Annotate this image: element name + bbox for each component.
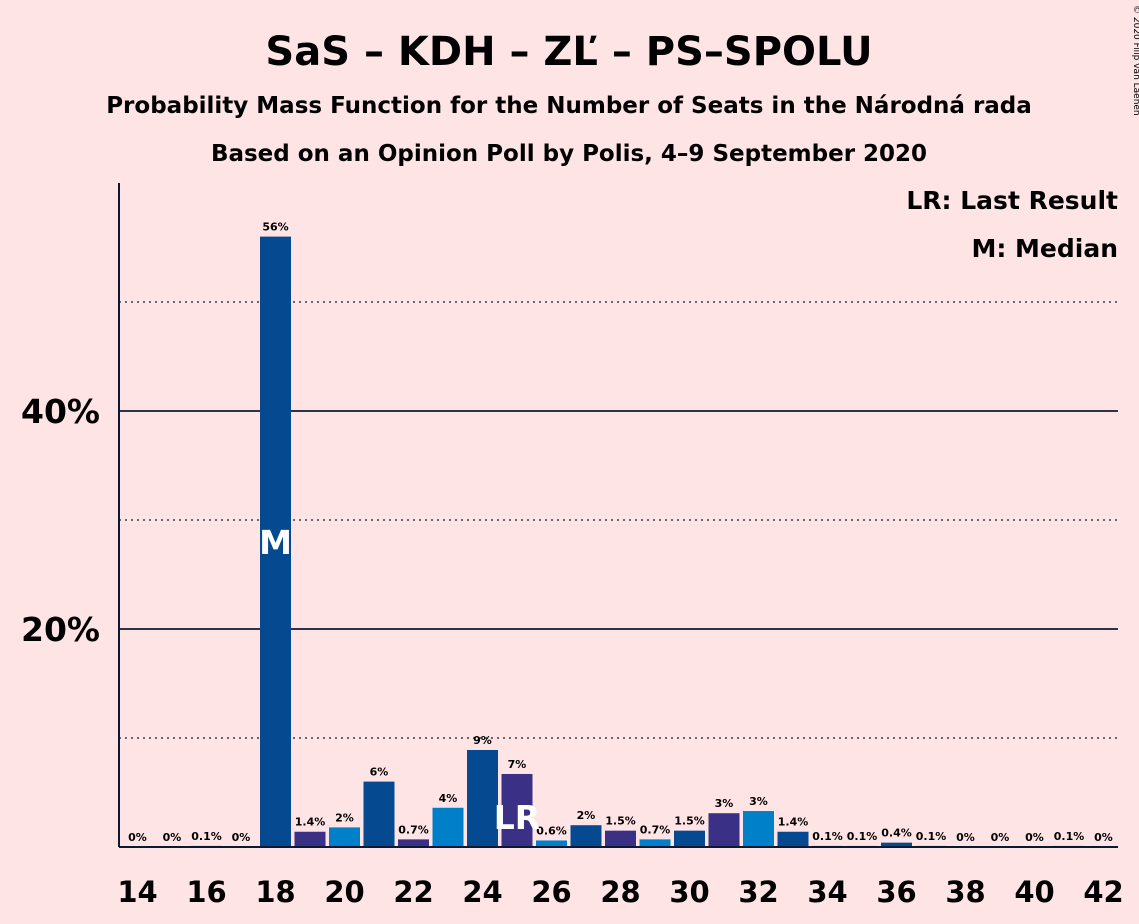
bar-label-seat-23: 4% bbox=[439, 792, 458, 805]
bar-seat-21 bbox=[363, 781, 395, 847]
bar-seat-23 bbox=[432, 807, 464, 847]
x-tick-label: 30 bbox=[669, 875, 709, 909]
bar-seat-28 bbox=[605, 830, 636, 847]
median-marker: M bbox=[259, 523, 292, 562]
bar-seat-32 bbox=[743, 811, 774, 847]
bar-seat-20 bbox=[329, 827, 360, 847]
x-tick-label: 26 bbox=[531, 875, 571, 909]
bar-label-seat-40: 0% bbox=[1025, 831, 1044, 844]
bar-label-seat-27: 2% bbox=[577, 809, 596, 822]
bar-label-seat-42: 0% bbox=[1094, 831, 1113, 844]
bar-seat-30 bbox=[674, 830, 705, 847]
x-tick-label: 14 bbox=[117, 875, 157, 909]
bar-label-seat-39: 0% bbox=[991, 831, 1010, 844]
x-tick-label: 34 bbox=[807, 875, 847, 909]
bar-label-seat-37: 0.1% bbox=[916, 830, 947, 843]
bar-label-seat-19: 1.4% bbox=[295, 816, 326, 829]
bar-seat-18 bbox=[260, 236, 291, 848]
bars: 0% 0% 0.1% 0% 56% 1.4% 2% 6% 0.7% 4% 9% 7% 0.6% 2% 1.5… bbox=[128, 221, 1113, 848]
x-tick-label: 22 bbox=[393, 875, 433, 909]
bar-seat-26 bbox=[536, 840, 567, 847]
x-tick-label: 38 bbox=[945, 875, 985, 909]
bar-label-seat-26: 0.6% bbox=[536, 824, 567, 837]
bar-label-seat-30: 1.5% bbox=[674, 815, 705, 828]
bar-label-seat-36: 0.4% bbox=[881, 827, 912, 840]
x-tick-label: 16 bbox=[186, 875, 226, 909]
bar-label-seat-24: 9% bbox=[473, 734, 492, 747]
bar-label-seat-35: 0.1% bbox=[847, 830, 878, 843]
x-tick-label: 28 bbox=[600, 875, 640, 909]
legend-last-result: LR: Last Result bbox=[906, 186, 1118, 215]
x-tick-label: 40 bbox=[1014, 875, 1054, 909]
x-tick-label: 20 bbox=[324, 875, 364, 909]
bar-label-seat-29: 0.7% bbox=[640, 823, 671, 836]
bar-seat-31 bbox=[708, 813, 740, 847]
x-tick-label: 42 bbox=[1083, 875, 1123, 909]
x-tick-label: 36 bbox=[876, 875, 916, 909]
bar-label-seat-14: 0% bbox=[128, 831, 147, 844]
bar-label-seat-21: 6% bbox=[370, 766, 389, 779]
bar-seat-33 bbox=[777, 831, 809, 847]
bar-label-seat-25: 7% bbox=[508, 758, 527, 771]
y-tick-label: 40% bbox=[21, 392, 100, 431]
bar-label-seat-41: 0.1% bbox=[1054, 830, 1085, 843]
bar-seat-25 bbox=[501, 773, 533, 847]
copyright-notice: © 2020 Filip van Laenen bbox=[1131, 5, 1139, 116]
bar-label-seat-33: 1.4% bbox=[778, 816, 809, 829]
bar-label-seat-38: 0% bbox=[956, 831, 975, 844]
legend-median: M: Median bbox=[971, 234, 1118, 263]
y-tick-label: 20% bbox=[21, 610, 100, 649]
bar-seat-22 bbox=[398, 839, 429, 847]
bar-seat-27 bbox=[570, 825, 602, 847]
bar-seat-19 bbox=[294, 831, 326, 847]
bar-label-seat-28: 1.5% bbox=[605, 815, 636, 828]
axes: 20% 40% 14 16 18 20 22 24 26 28 30 32 34 36 38 40 42 bbox=[21, 183, 1124, 909]
bar-label-seat-17: 0% bbox=[232, 831, 251, 844]
bar-seat-36 bbox=[881, 842, 912, 847]
chart-subtitle: Probability Mass Function for the Number… bbox=[106, 93, 1032, 119]
last-result-marker: LR bbox=[494, 798, 540, 837]
bar-seat-29 bbox=[639, 839, 671, 847]
bar-label-seat-18: 56% bbox=[262, 221, 288, 234]
bar-label-seat-32: 3% bbox=[749, 795, 768, 808]
chart-subtitle-poll: Based on an Opinion Poll by Polis, 4–9 S… bbox=[211, 141, 927, 167]
x-tick-label: 18 bbox=[255, 875, 295, 909]
x-tick-label: 24 bbox=[462, 875, 502, 909]
bar-label-seat-15: 0% bbox=[163, 831, 182, 844]
bar-label-seat-34: 0.1% bbox=[812, 830, 843, 843]
bar-label-seat-22: 0.7% bbox=[398, 823, 429, 836]
chart-title: SaS – KDH – ZĽ – PS–SPOLU bbox=[265, 29, 872, 75]
bar-label-seat-20: 2% bbox=[335, 811, 354, 824]
bar-label-seat-16: 0.1% bbox=[191, 830, 222, 843]
x-tick-label: 32 bbox=[738, 875, 778, 909]
bar-label-seat-31: 3% bbox=[715, 797, 734, 810]
bar-seat-24 bbox=[467, 749, 498, 847]
